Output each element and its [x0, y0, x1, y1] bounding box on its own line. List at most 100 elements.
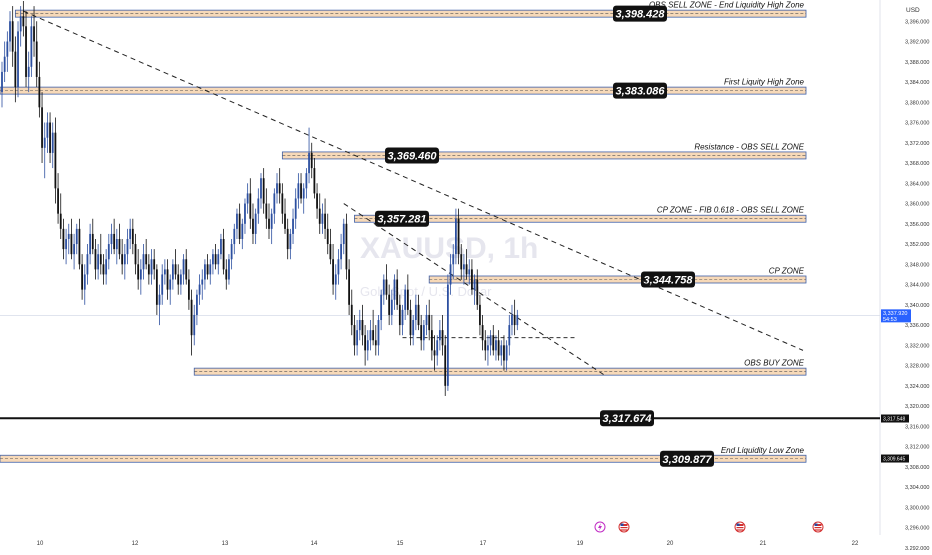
candle-body[interactable]: [278, 183, 281, 194]
candle-body[interactable]: [27, 66, 30, 77]
candle-body[interactable]: [257, 198, 260, 214]
candle-body[interactable]: [228, 259, 230, 280]
candle-body[interactable]: [222, 238, 225, 270]
flash-icon[interactable]: [594, 521, 606, 533]
candle-body[interactable]: [361, 320, 364, 336]
candle-body[interactable]: [75, 228, 78, 245]
candle-body[interactable]: [497, 340, 500, 356]
candle-body[interactable]: [326, 228, 329, 245]
candle-body[interactable]: [286, 228, 289, 250]
candle-body[interactable]: [105, 259, 108, 275]
us-flag-icon[interactable]: [618, 521, 630, 533]
candle-body[interactable]: [89, 233, 92, 255]
candle-body[interactable]: [134, 244, 137, 265]
candle-body[interactable]: [449, 264, 452, 285]
candle-body[interactable]: [65, 238, 67, 250]
candle-body[interactable]: [406, 289, 409, 310]
candle-body[interactable]: [460, 254, 463, 270]
trendline[interactable]: [23, 10, 804, 351]
candle-body[interactable]: [81, 264, 83, 290]
candle-body[interactable]: [380, 294, 383, 321]
candle-body[interactable]: [444, 345, 447, 386]
candle-body[interactable]: [350, 304, 353, 326]
candle-body[interactable]: [150, 259, 153, 275]
candle-body[interactable]: [332, 259, 334, 285]
candle-body[interactable]: [438, 330, 441, 341]
time-axis[interactable]: 10 12 13 14 15 17 19 20 21 22: [37, 541, 859, 547]
candle-body[interactable]: [409, 309, 412, 336]
candle-body[interactable]: [115, 238, 118, 250]
candle-body[interactable]: [284, 213, 286, 229]
candle-body[interactable]: [158, 294, 161, 305]
candle-body[interactable]: [340, 244, 342, 260]
candle-body[interactable]: [310, 152, 313, 169]
candle-body[interactable]: [393, 279, 396, 300]
candle-body[interactable]: [62, 228, 65, 250]
candle-body[interactable]: [294, 198, 297, 219]
candle-body[interactable]: [463, 264, 465, 270]
candle-body[interactable]: [308, 152, 310, 174]
candle-body[interactable]: [404, 289, 407, 310]
candle-body[interactable]: [131, 228, 134, 245]
candle-body[interactable]: [139, 269, 142, 280]
candle-body[interactable]: [147, 264, 150, 275]
candle-body[interactable]: [249, 193, 252, 219]
candle-body[interactable]: [206, 264, 209, 275]
candle-body[interactable]: [212, 254, 214, 265]
candle-body[interactable]: [500, 345, 503, 356]
candle-body[interactable]: [121, 254, 124, 265]
candle-body[interactable]: [59, 213, 62, 229]
candle-body[interactable]: [238, 213, 241, 239]
candle-body[interactable]: [297, 183, 300, 199]
candle-body[interactable]: [185, 259, 188, 280]
candle-body[interactable]: [318, 208, 321, 224]
candle-body[interactable]: [153, 259, 156, 270]
candle-body[interactable]: [41, 107, 43, 148]
candle-body[interactable]: [390, 299, 393, 315]
candle-body[interactable]: [385, 279, 388, 295]
candle-body[interactable]: [436, 340, 439, 356]
candle-body[interactable]: [43, 137, 46, 148]
candle-body[interactable]: [209, 264, 212, 275]
candle-body[interactable]: [188, 279, 190, 300]
candle-body[interactable]: [163, 269, 166, 275]
candle-body[interactable]: [348, 269, 350, 305]
candle-body[interactable]: [6, 41, 9, 57]
candle-body[interactable]: [476, 279, 479, 305]
candle-body[interactable]: [414, 304, 417, 321]
candle-body[interactable]: [374, 340, 377, 346]
candle-body[interactable]: [94, 249, 97, 270]
candle-body[interactable]: [289, 233, 292, 250]
candle-body[interactable]: [107, 244, 110, 260]
candle-body[interactable]: [19, 16, 22, 32]
candle-body[interactable]: [97, 254, 100, 270]
candle-body[interactable]: [479, 304, 481, 326]
candle-body[interactable]: [441, 330, 444, 346]
candle-body[interactable]: [329, 244, 332, 260]
candle-body[interactable]: [292, 218, 294, 234]
candle-body[interactable]: [91, 233, 94, 250]
candle-body[interactable]: [455, 218, 457, 255]
candle-body[interactable]: [473, 279, 476, 290]
candle-body[interactable]: [246, 193, 249, 204]
candle-body[interactable]: [241, 223, 244, 239]
candle-body[interactable]: [337, 259, 340, 275]
candle-body[interactable]: [276, 183, 278, 194]
candle-body[interactable]: [9, 21, 11, 42]
candle-body[interactable]: [110, 233, 113, 245]
candle-body[interactable]: [171, 264, 174, 280]
candle-body[interactable]: [169, 279, 172, 290]
candle-body[interactable]: [316, 193, 318, 209]
candle-body[interactable]: [182, 259, 185, 275]
candle-body[interactable]: [492, 335, 495, 351]
candle-body[interactable]: [123, 254, 126, 265]
candle-body[interactable]: [3, 56, 6, 72]
candle-body[interactable]: [113, 233, 116, 250]
candle-body[interactable]: [313, 168, 316, 194]
candle-body[interactable]: [49, 122, 51, 153]
candle-body[interactable]: [118, 238, 121, 255]
candle-body[interactable]: [364, 335, 367, 351]
candle-body[interactable]: [155, 269, 158, 305]
candle-body[interactable]: [126, 238, 129, 255]
candle-body[interactable]: [305, 173, 308, 189]
